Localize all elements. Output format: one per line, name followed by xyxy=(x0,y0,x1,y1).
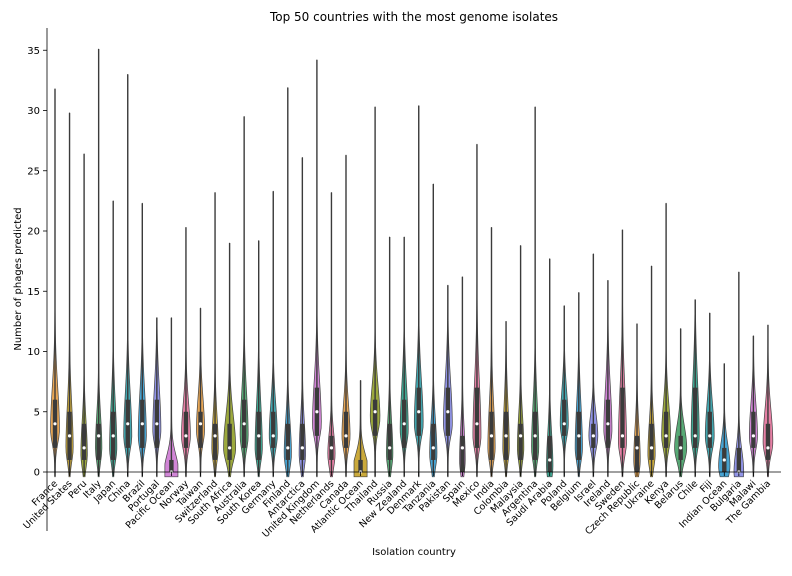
violin-median xyxy=(111,434,115,438)
violin-median xyxy=(460,446,464,450)
violin-iqr-box xyxy=(474,387,480,448)
plot-area xyxy=(50,48,774,478)
violin-median xyxy=(155,422,159,426)
y-ticks: 0 5 10 15 20 25 30 35 xyxy=(27,46,47,479)
y-tick-label: 30 xyxy=(27,106,40,117)
violin-iqr-box xyxy=(431,423,436,460)
y-tick-label: 20 xyxy=(27,227,40,238)
y-tick-label: 25 xyxy=(27,166,40,177)
violin-median xyxy=(446,410,450,414)
violin-median xyxy=(606,422,610,426)
violin-median xyxy=(271,434,275,438)
violin-iqr-box xyxy=(198,411,203,448)
violin-median xyxy=(228,446,232,450)
violin-iqr-box xyxy=(183,411,189,448)
violin-median xyxy=(286,446,290,450)
violin-median xyxy=(679,446,683,450)
violin-median xyxy=(344,434,348,438)
violin-iqr-box xyxy=(518,423,523,460)
violin-median xyxy=(620,434,625,438)
violin-median xyxy=(373,410,377,414)
violin-median xyxy=(213,434,217,438)
violin-median xyxy=(693,434,697,438)
violin-iqr-box xyxy=(634,435,640,472)
chart-title: Top 50 countries with the most genome is… xyxy=(269,10,558,24)
violin-median xyxy=(664,434,668,438)
violin-iqr-box xyxy=(663,411,669,448)
violin-median xyxy=(591,434,595,438)
violin-iqr-box xyxy=(693,387,698,448)
violin-median xyxy=(533,434,537,438)
violin-median xyxy=(577,434,581,438)
violin-iqr-box xyxy=(343,411,349,448)
violin-iqr-box xyxy=(751,411,756,448)
violin-iqr-box xyxy=(707,411,712,448)
violin-iqr-box xyxy=(285,423,290,460)
x-axis-label: Isolation country xyxy=(372,547,456,558)
y-axis-label: Number of phages predicted xyxy=(13,207,24,350)
violin-median xyxy=(751,434,756,438)
violin-median xyxy=(519,434,523,438)
violin-median xyxy=(82,446,86,450)
y-tick-label: 0 xyxy=(34,468,40,479)
violin-iqr-box xyxy=(649,423,654,460)
violin-median xyxy=(67,434,72,438)
violin-median xyxy=(417,410,421,414)
violin-iqr-box xyxy=(460,435,465,472)
violin-median xyxy=(242,422,246,426)
violin-median xyxy=(97,434,101,438)
violin-iqr-box xyxy=(300,423,305,460)
violin-iqr-box xyxy=(387,423,392,460)
y-tick-label: 10 xyxy=(27,347,40,358)
violin-median xyxy=(431,446,435,450)
violin-median xyxy=(388,446,392,450)
violin-median xyxy=(504,434,508,438)
violin-median xyxy=(649,446,654,450)
violin-median xyxy=(184,434,188,438)
violin-iqr-box xyxy=(169,459,174,472)
violin-median xyxy=(489,434,494,438)
violin-median xyxy=(257,434,261,438)
violin-median xyxy=(402,422,406,426)
violin-iqr-box xyxy=(765,423,771,460)
violin-iqr-box xyxy=(227,423,232,460)
violin-median xyxy=(126,422,130,426)
violin-median xyxy=(300,446,304,450)
violin-iqr-box xyxy=(372,399,378,436)
violin-iqr-box xyxy=(358,459,363,472)
violin-median xyxy=(53,422,57,426)
violin-iqr-box xyxy=(96,423,101,460)
violin-median xyxy=(198,422,203,426)
violin-median xyxy=(562,422,566,426)
violin-iqr-box xyxy=(271,411,276,448)
y-tick-label: 5 xyxy=(34,407,40,418)
y-tick-label: 15 xyxy=(27,287,40,298)
violin-iqr-box xyxy=(547,435,552,472)
violin-iqr-box xyxy=(736,447,742,472)
violin-iqr-box xyxy=(81,423,87,460)
y-tick-label: 35 xyxy=(27,46,40,57)
violin-median xyxy=(635,446,639,450)
violin-iqr-box xyxy=(212,423,218,460)
violin-median xyxy=(766,446,770,450)
violin-iqr-box xyxy=(562,399,567,436)
violin-median xyxy=(475,422,479,426)
violin-median xyxy=(315,410,319,414)
violin-iqr-box xyxy=(620,387,625,448)
violin-median xyxy=(548,458,552,462)
violin-median xyxy=(722,458,726,462)
violin-median xyxy=(140,422,144,426)
violin-median xyxy=(708,434,712,438)
violin-median xyxy=(329,446,334,450)
